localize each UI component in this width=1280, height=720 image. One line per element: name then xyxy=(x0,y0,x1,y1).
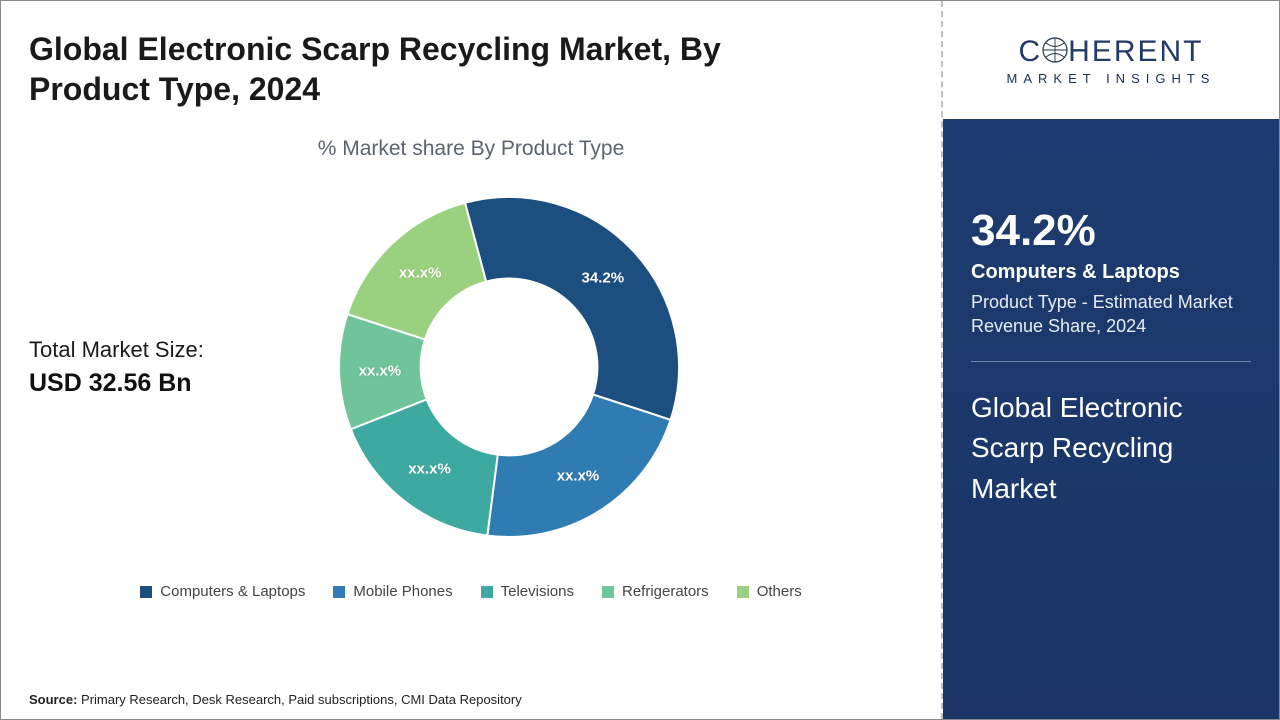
legend-item: Mobile Phones xyxy=(333,583,452,600)
legend-label: Refrigerators xyxy=(622,583,709,600)
source-line: Source: Primary Research, Desk Research,… xyxy=(29,692,522,707)
page-title: Global Electronic Scarp Recycling Market… xyxy=(29,29,789,109)
legend-item: Others xyxy=(737,583,802,600)
slice-label: xx.x% xyxy=(557,468,600,485)
legend-label: Televisions xyxy=(501,583,574,600)
right-column: CHERENT MARKET INSIGHTS 34.2% Computers … xyxy=(943,1,1279,719)
divider xyxy=(971,361,1251,362)
donut-slice xyxy=(465,197,679,420)
legend-swatch xyxy=(333,586,345,598)
market-size-block: Total Market Size: USD 32.56 Bn xyxy=(29,337,289,398)
chart-row: Total Market Size: USD 32.56 Bn 34.2% xx.… xyxy=(29,177,913,557)
brand-name: CHERENT xyxy=(1018,35,1203,69)
legend-label: Others xyxy=(757,583,802,600)
market-size-label: Total Market Size: xyxy=(29,337,279,363)
legend-item: Televisions xyxy=(481,583,574,600)
legend-swatch xyxy=(481,586,493,598)
main-panel: Global Electronic Scarp Recycling Market… xyxy=(1,1,941,719)
highlight-panel: 34.2% Computers & Laptops Product Type -… xyxy=(943,119,1279,719)
brand-tagline: MARKET INSIGHTS xyxy=(1007,71,1216,86)
slice-label: xx.x% xyxy=(399,265,442,282)
chart-subtitle: % Market share By Product Type xyxy=(29,137,913,161)
highlight-percent: 34.2% xyxy=(971,209,1251,253)
highlight-desc: Product Type - Estimated Market Revenue … xyxy=(971,290,1251,339)
highlight-name: Computers & Laptops xyxy=(971,261,1251,284)
legend-label: Mobile Phones xyxy=(353,583,452,600)
legend: Computers & Laptops Mobile Phones Televisi… xyxy=(29,583,913,600)
legend-swatch xyxy=(602,586,614,598)
legend-label: Computers & Laptops xyxy=(160,583,305,600)
slice-label: xx.x% xyxy=(408,460,451,477)
legend-swatch xyxy=(737,586,749,598)
source-label: Source: xyxy=(29,692,77,707)
slice-label: xx.x% xyxy=(359,362,402,379)
slice-label: 34.2% xyxy=(582,270,625,287)
globe-icon xyxy=(1042,37,1068,63)
legend-item: Refrigerators xyxy=(602,583,709,600)
donut-slice xyxy=(487,394,670,537)
legend-swatch xyxy=(140,586,152,598)
donut-chart: 34.2% xx.x% xx.x% xx.x% xx.x% xyxy=(319,177,699,557)
source-text: Primary Research, Desk Research, Paid su… xyxy=(81,692,522,707)
legend-item: Computers & Laptops xyxy=(140,583,305,600)
highlight-title: Global Electronic Scarp Recycling Market xyxy=(971,388,1251,510)
market-size-value: USD 32.56 Bn xyxy=(29,369,279,398)
brand-logo: CHERENT MARKET INSIGHTS xyxy=(943,1,1279,119)
